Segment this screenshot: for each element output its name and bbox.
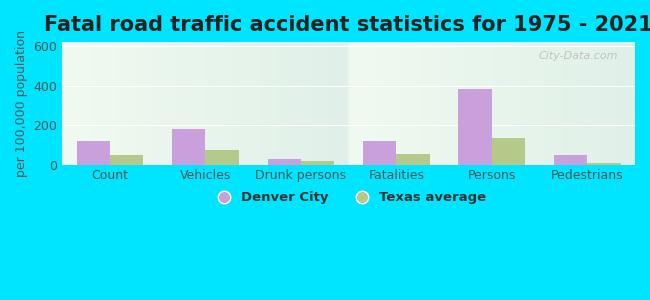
Legend: Denver City, Texas average: Denver City, Texas average bbox=[206, 186, 491, 209]
Title: Fatal road traffic accident statistics for 1975 - 2021: Fatal road traffic accident statistics f… bbox=[44, 15, 650, 35]
Bar bbox=[205, 150, 239, 165]
Y-axis label: per 100,000 population: per 100,000 population bbox=[15, 30, 28, 177]
Bar bbox=[554, 155, 587, 165]
Text: City-Data.com: City-Data.com bbox=[538, 51, 617, 61]
Bar bbox=[110, 155, 144, 165]
Bar bbox=[587, 163, 621, 165]
Bar bbox=[77, 141, 110, 165]
Bar bbox=[492, 138, 525, 165]
Bar bbox=[396, 154, 430, 165]
Bar bbox=[172, 129, 205, 165]
Bar bbox=[301, 160, 334, 165]
Bar bbox=[458, 88, 492, 165]
Bar bbox=[363, 141, 396, 165]
Bar bbox=[268, 159, 301, 165]
